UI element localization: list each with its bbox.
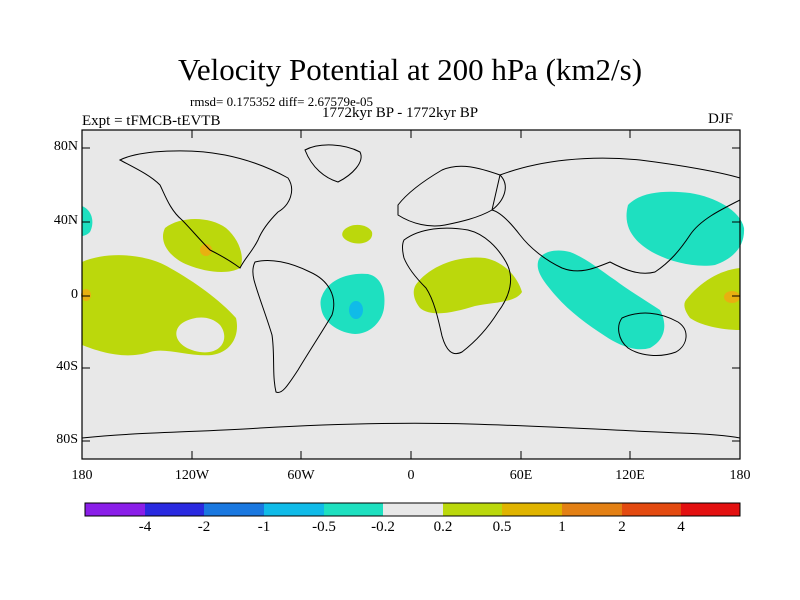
- lat-label: 0: [71, 287, 78, 302]
- colorbar-swatch: [264, 503, 324, 516]
- axis-ticks: [82, 130, 740, 459]
- positive-region-west-pacific: [684, 268, 740, 330]
- negative-region-east-pacific-edge: [82, 206, 93, 236]
- colorbar: [84, 502, 741, 517]
- colorbar-swatch: [85, 503, 145, 516]
- coast-africa: [402, 227, 512, 355]
- colorbar-label: 2: [618, 519, 626, 535]
- colorbar-label: 0.2: [433, 519, 453, 535]
- colorbar-swatch: [502, 503, 562, 516]
- negative-region-indian-ocean: [537, 250, 665, 350]
- positive-region-africa: [413, 257, 522, 314]
- positive-region-atlantic: [342, 224, 373, 244]
- coast-europe: [397, 165, 506, 227]
- coast-greenland: [304, 144, 362, 183]
- coast-australia: [618, 312, 687, 356]
- coastlines: [81, 144, 741, 439]
- positive-core-mexico: [200, 244, 212, 256]
- colorbar-frame: [84, 502, 741, 517]
- lon-label: 120W: [174, 468, 210, 483]
- colorbar-swatch: [622, 503, 681, 516]
- colorbar-label: -2: [197, 519, 211, 535]
- colorbar-label: 4: [677, 519, 685, 535]
- negative-region-east-asia: [626, 191, 745, 266]
- colorbar-swatch: [145, 503, 204, 516]
- colorbar-label: -0.2: [371, 519, 395, 535]
- positive-core-east-pacific: [81, 289, 91, 301]
- experiment-label: Expt = tFMCB-tEVTB: [82, 113, 221, 129]
- period-label: 1772kyr BP - 1772kyr BP: [322, 105, 479, 121]
- positive-region-east-pacific: [82, 255, 237, 356]
- colorbar-swatch: [324, 503, 383, 516]
- lon-label: 60W: [287, 468, 315, 483]
- colorbar-swatch: [383, 503, 443, 516]
- colorbar-label: 1: [558, 519, 566, 535]
- season-label: DJF: [708, 111, 734, 127]
- lon-label: 0: [407, 468, 415, 483]
- colorbar-swatch: [681, 503, 740, 516]
- lon-label: 60E: [509, 468, 533, 483]
- lat-label: 80N: [53, 139, 78, 154]
- coast-antarctica: [81, 422, 741, 439]
- colorbar-label: -0.5: [312, 519, 336, 535]
- lon-label: 180: [71, 468, 93, 483]
- colorbar-label: -4: [138, 519, 152, 535]
- colorbar-label: 0.5: [492, 519, 512, 535]
- coast-south-america: [252, 259, 335, 394]
- lat-label: 40S: [56, 359, 78, 374]
- colorbar-swatch: [562, 503, 622, 516]
- coast-north-america: [118, 150, 293, 269]
- lat-label: 40N: [53, 213, 78, 228]
- chart-title: Velocity Potential at 200 hPa (km2/s): [177, 52, 643, 87]
- negative-core-south-america: [349, 301, 363, 319]
- stats-label: rmsd= 0.175352 diff= 2.67579e-05: [190, 94, 374, 109]
- lat-label: 80S: [56, 432, 78, 447]
- positive-core-west-pacific: [724, 291, 740, 303]
- colorbar-swatch: [443, 503, 502, 516]
- colorbar-label: -1: [257, 519, 271, 535]
- strong-positive-spots: [81, 244, 740, 303]
- colorbar-swatch: [204, 503, 264, 516]
- lon-label: 120E: [615, 468, 645, 483]
- coast-asia: [491, 157, 741, 274]
- lon-label: 180: [729, 468, 751, 483]
